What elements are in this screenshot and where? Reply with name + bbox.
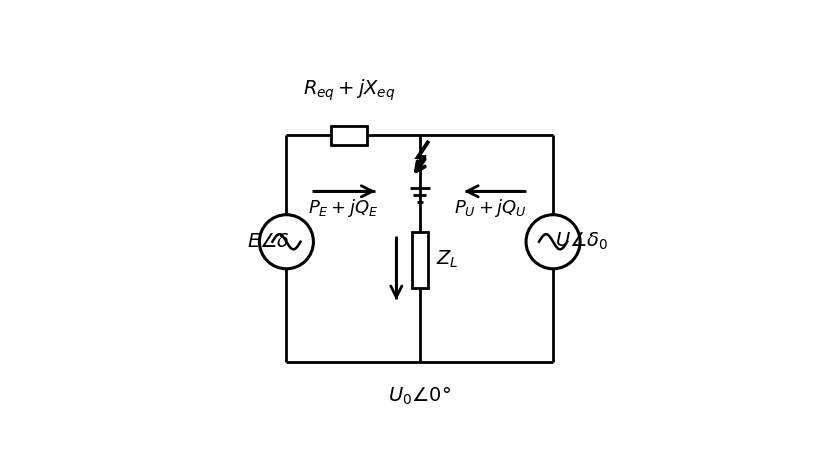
Text: $P_E + jQ_E$: $P_E + jQ_E$ <box>308 197 378 219</box>
Bar <box>332 125 368 146</box>
Text: $P_U + jQ_U$: $P_U + jQ_U$ <box>454 197 527 219</box>
Bar <box>412 232 428 288</box>
Text: $E\angle\delta$: $E\angle\delta$ <box>247 232 290 251</box>
Text: $R_{eq}+jX_{eq}$: $R_{eq}+jX_{eq}$ <box>303 78 396 103</box>
Text: $U\angle\delta_0$: $U\angle\delta_0$ <box>554 231 609 252</box>
Text: $Z_L$: $Z_L$ <box>436 249 459 271</box>
Text: $U_0\angle 0°$: $U_0\angle 0°$ <box>388 386 451 407</box>
